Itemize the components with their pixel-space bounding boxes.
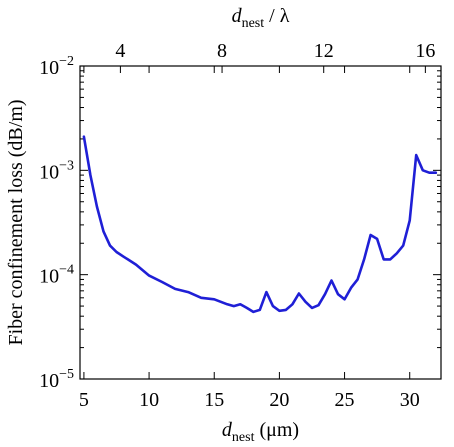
x-tick-label: 10: [139, 389, 159, 411]
series-layer: [82, 135, 438, 314]
x-axis-title: dnest (μm): [222, 419, 299, 445]
tick-marks: [80, 65, 441, 380]
x-tick-label: 20: [269, 389, 289, 411]
top-axis-tick-label: 4: [115, 40, 125, 62]
top-axis-tick-label: 16: [415, 40, 435, 62]
plot-border: [79, 65, 442, 380]
y-axis-title: Fiber confinement loss (dB/m): [5, 99, 27, 345]
top-axis-title: dnest / λ: [232, 5, 290, 31]
tick-labels: 5 10 15 20 25 30 4 8 12 16 10−5 10−4 10−3 10−2: [39, 40, 435, 411]
y-tick-label: 10−2: [39, 54, 74, 79]
top-axis-tick-label: 12: [314, 40, 334, 62]
loss-curve: [82, 135, 438, 314]
x-tick-label: 30: [400, 389, 420, 411]
y-tick-label: 10−3: [39, 158, 74, 183]
x-tick-label: 15: [204, 389, 224, 411]
y-tick-label: 10−4: [39, 263, 74, 288]
y-tick-label: 10−5: [39, 367, 74, 392]
x-tick-label: 25: [335, 389, 355, 411]
axis-titles: dnest (μm) dnest / λ Fiber confinement los…: [5, 5, 299, 445]
top-axis-tick-label: 8: [217, 40, 227, 62]
x-tick-label: 5: [79, 389, 89, 411]
plot-frame: [79, 65, 442, 380]
